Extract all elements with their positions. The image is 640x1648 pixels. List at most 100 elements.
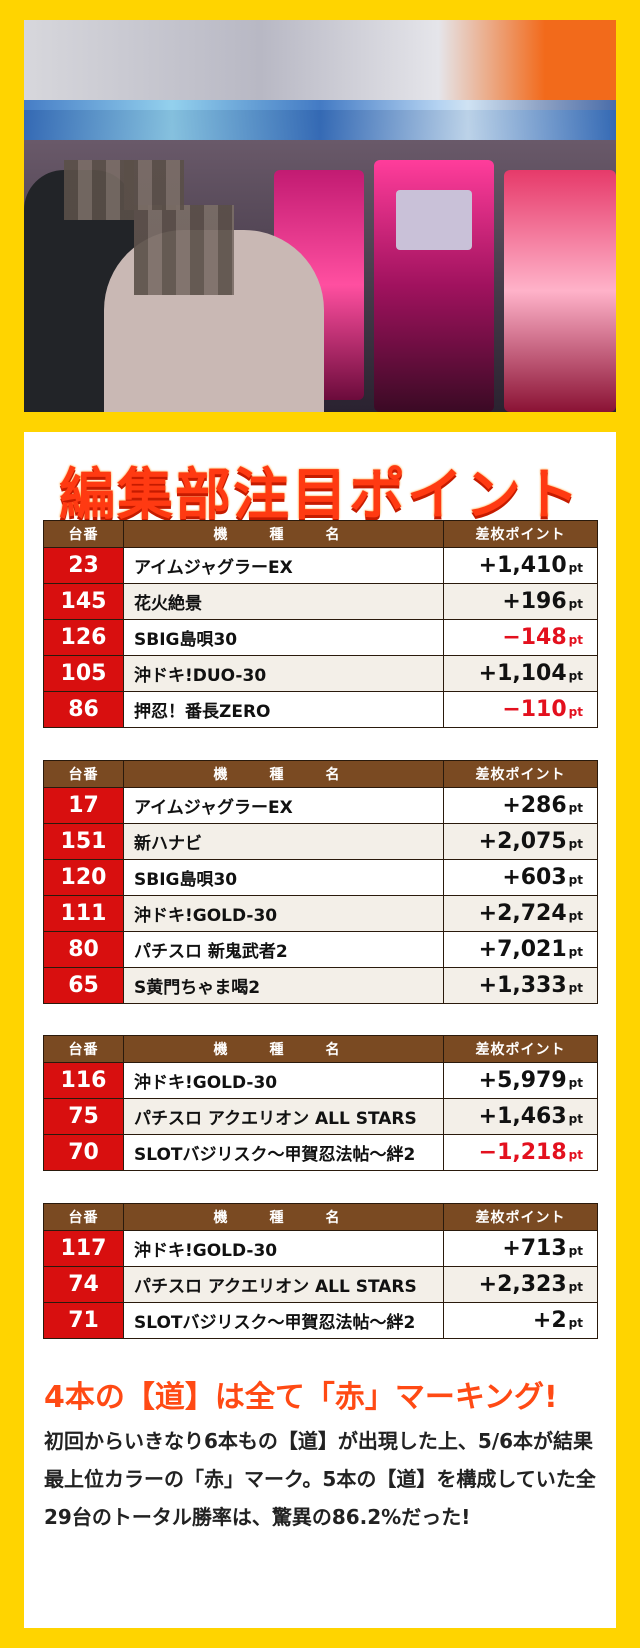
machine-number: 117 — [43, 1230, 124, 1267]
point-value-cell: +1,463 pt — [443, 1098, 598, 1135]
machine-number: 111 — [43, 895, 124, 932]
machine-number: 120 — [43, 859, 124, 896]
machine-number: 105 — [43, 655, 124, 692]
photo-mosaic — [134, 205, 234, 295]
table-header-row: 台番機 種 名差枚ポイント — [43, 1035, 598, 1063]
machine-number: 75 — [43, 1098, 124, 1135]
col-header-name: 機 種 名 — [123, 760, 444, 788]
point-unit: pt — [568, 669, 583, 683]
machine-number: 151 — [43, 823, 124, 860]
point-value: +1,410 — [478, 553, 567, 578]
point-value-cell: +1,333 pt — [443, 967, 598, 1004]
point-unit: pt — [568, 981, 583, 995]
table-row: 71 SLOTバジリスク～甲賀忍法帖～絆2 +2 pt — [43, 1302, 598, 1339]
table-row: 65 S黄門ちゃま喝2 +1,333 pt — [43, 967, 598, 1004]
table-row: 86 押忍！番長ZERO −110 pt — [43, 691, 598, 728]
machine-name: 押忍！番長ZERO — [123, 691, 444, 728]
table-row: 80 パチスロ 新鬼武者2 +7,021 pt — [43, 931, 598, 968]
points-table: 台番機 種 名差枚ポイント 23 アイムジャグラーEX +1,410 pt 145 花火絶景… — [43, 520, 598, 728]
point-unit: pt — [568, 837, 583, 851]
point-unit: pt — [568, 801, 583, 815]
point-value-cell: +603 pt — [443, 859, 598, 896]
point-value: +2 — [532, 1308, 567, 1333]
col-header-no: 台番 — [43, 760, 124, 788]
point-unit: pt — [568, 945, 583, 959]
point-value: +2,724 — [478, 901, 567, 926]
point-value: +1,333 — [478, 973, 567, 998]
col-header-points: 差枚ポイント — [443, 1203, 598, 1231]
table-header-row: 台番機 種 名差枚ポイント — [43, 520, 598, 548]
machine-name: アイムジャグラーEX — [123, 787, 444, 824]
machine-name: 沖ドキ!GOLD-30 — [123, 1062, 444, 1099]
machine-name: パチスロ アクエリオン ALL STARS — [123, 1266, 444, 1303]
machine-number: 116 — [43, 1062, 124, 1099]
table-row: 23 アイムジャグラーEX +1,410 pt — [43, 547, 598, 584]
point-unit: pt — [568, 1316, 583, 1330]
col-header-name: 機 種 名 — [123, 1203, 444, 1231]
photo-topper-lights — [24, 100, 616, 140]
machine-number: 86 — [43, 691, 124, 728]
point-unit: pt — [568, 1244, 583, 1258]
point-value-cell: +196 pt — [443, 583, 598, 620]
table-row: 74 パチスロ アクエリオン ALL STARS +2,323 pt — [43, 1266, 598, 1303]
point-value-cell: +713 pt — [443, 1230, 598, 1267]
point-value: −110 — [502, 697, 567, 722]
point-value: +286 — [502, 793, 567, 818]
page-title: 編集部注目ポイント — [59, 463, 581, 528]
machine-number: 70 — [43, 1134, 124, 1171]
point-value-cell: −110 pt — [443, 691, 598, 728]
machine-name: SLOTバジリスク～甲賀忍法帖～絆2 — [123, 1302, 444, 1339]
table-row: 75 パチスロ アクエリオン ALL STARS +1,463 pt — [43, 1098, 598, 1135]
table-row: 116 沖ドキ!GOLD-30 +5,979 pt — [43, 1062, 598, 1099]
machine-number: 74 — [43, 1266, 124, 1303]
point-value-cell: −1,218 pt — [443, 1134, 598, 1171]
hall-photo — [24, 20, 616, 412]
machine-name: 花火絶景 — [123, 583, 444, 620]
machine-number: 126 — [43, 619, 124, 656]
point-value-cell: +2,323 pt — [443, 1266, 598, 1303]
machine-name: 沖ドキ!GOLD-30 — [123, 1230, 444, 1267]
point-value: +1,463 — [478, 1104, 567, 1129]
table-row: 111 沖ドキ!GOLD-30 +2,724 pt — [43, 895, 598, 932]
point-value: +5,979 — [478, 1068, 567, 1093]
machine-name: 沖ドキ!GOLD-30 — [123, 895, 444, 932]
table-row: 105 沖ドキ!DUO-30 +1,104 pt — [43, 655, 598, 692]
point-value: +196 — [502, 589, 567, 614]
point-value-cell: +5,979 pt — [443, 1062, 598, 1099]
body-text: 初回からいきなり6本もの【道】が出現した上、5/6本が結果最上位カラーの「赤」マ… — [44, 1429, 596, 1529]
col-header-no: 台番 — [43, 1203, 124, 1231]
machine-name: アイムジャグラーEX — [123, 547, 444, 584]
point-value: −148 — [502, 625, 567, 650]
photo-ceiling — [24, 20, 616, 110]
point-unit: pt — [568, 909, 583, 923]
machine-number: 23 — [43, 547, 124, 584]
table-row: 120 SBIG島唄30 +603 pt — [43, 859, 598, 896]
point-value: +713 — [502, 1236, 567, 1261]
col-header-no: 台番 — [43, 520, 124, 548]
point-unit: pt — [568, 633, 583, 647]
photo-machine-screen — [396, 190, 472, 250]
table-row: 70 SLOTバジリスク～甲賀忍法帖～絆2 −1,218 pt — [43, 1134, 598, 1171]
col-header-points: 差枚ポイント — [443, 1035, 598, 1063]
machine-name: S黄門ちゃま喝2 — [123, 967, 444, 1004]
point-value-cell: +2,075 pt — [443, 823, 598, 860]
point-value-cell: +1,410 pt — [443, 547, 598, 584]
col-header-name: 機 種 名 — [123, 520, 444, 548]
point-unit: pt — [568, 1076, 583, 1090]
machine-name: SBIG島唄30 — [123, 619, 444, 656]
table-header-row: 台番機 種 名差枚ポイント — [43, 1203, 598, 1231]
machine-name: パチスロ アクエリオン ALL STARS — [123, 1098, 444, 1135]
table-row: 151 新ハナビ +2,075 pt — [43, 823, 598, 860]
content-panel: 編集部注目ポイント 台番機 種 名差枚ポイント 23 アイムジャグラーEX +1,41… — [24, 432, 616, 1628]
photo-mosaic — [124, 160, 184, 210]
col-header-points: 差枚ポイント — [443, 520, 598, 548]
point-value: −1,218 — [478, 1140, 567, 1165]
points-table: 台番機 種 名差枚ポイント 117 沖ドキ!GOLD-30 +713 pt 74 パチスロ … — [43, 1203, 598, 1339]
point-unit: pt — [568, 1280, 583, 1294]
photo-slot-machine — [504, 170, 616, 412]
point-value-cell: +7,021 pt — [443, 931, 598, 968]
point-value: +603 — [502, 865, 567, 890]
machine-name: 沖ドキ!DUO-30 — [123, 655, 444, 692]
machine-name: SLOTバジリスク～甲賀忍法帖～絆2 — [123, 1134, 444, 1171]
photo-mosaic — [64, 160, 134, 220]
